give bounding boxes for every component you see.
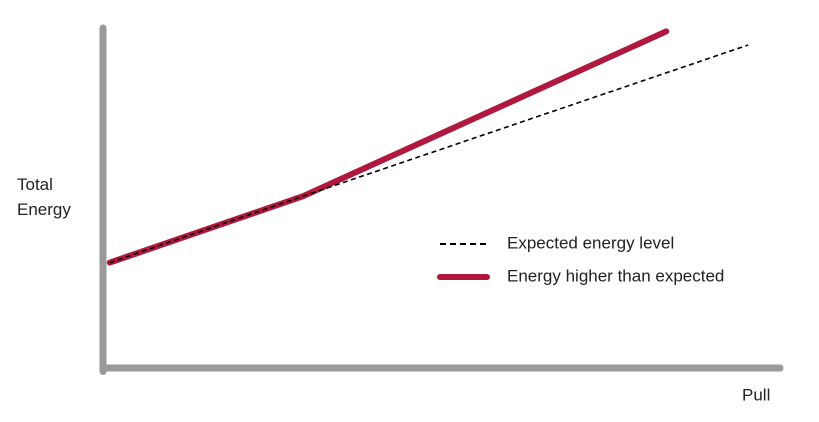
series-line — [109, 44, 749, 264]
series-line — [106, 28, 670, 266]
legend-label: Expected energy level — [507, 233, 674, 252]
legend-label: Energy higher than expected — [507, 266, 724, 285]
y-axis-label: Total Energy — [17, 175, 71, 219]
x-axis-label: Pull — [742, 385, 770, 404]
